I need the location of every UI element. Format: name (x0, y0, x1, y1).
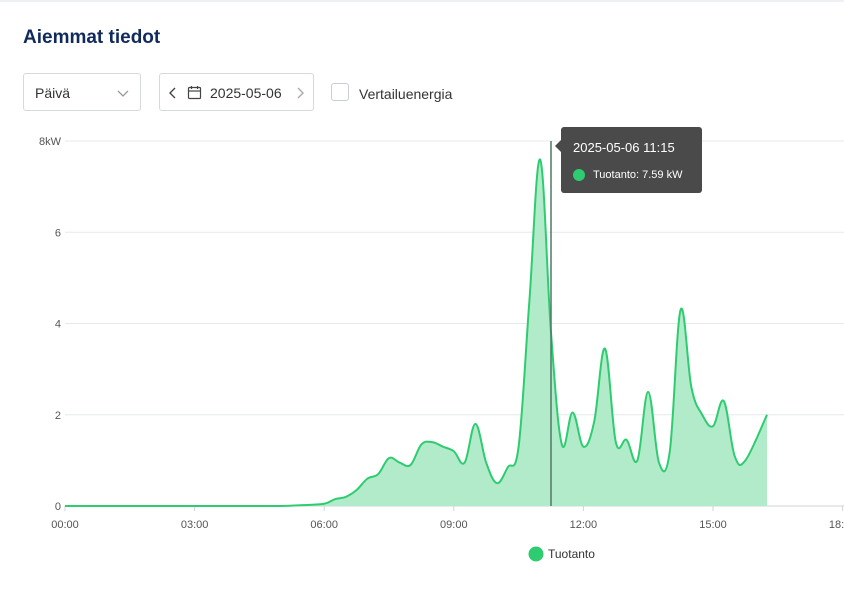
legend-label-tuotanto: Tuotanto (548, 547, 595, 561)
production-line (65, 158, 768, 507)
date-picker[interactable]: 2025-05-06 (159, 73, 314, 111)
compare-checkbox-label: Vertailuenergia (359, 86, 453, 102)
compare-checkbox[interactable] (331, 83, 349, 101)
x-tick-label: 06:00 (310, 519, 338, 531)
x-tick-label: 03:00 (181, 519, 209, 531)
page-title: Aiemmat tiedot (23, 27, 161, 48)
y-tick-label: 2 (55, 410, 61, 422)
date-value: 2025-05-06 (210, 85, 282, 101)
x-tick-label: 09:00 (440, 519, 468, 531)
y-tick-label: 8kW (39, 136, 62, 148)
y-tick-label: 4 (55, 319, 61, 331)
y-tick-label: 0 (55, 501, 61, 513)
tooltip-value: Tuotanto: 7.59 kW (593, 169, 683, 181)
chevron-right-icon[interactable] (294, 86, 306, 100)
top-divider (0, 0, 844, 2)
x-tick-label: 00:00 (51, 519, 79, 531)
period-select[interactable]: Päivä (23, 73, 141, 111)
tooltip-series-dot (573, 169, 585, 181)
tooltip-arrow (555, 140, 561, 152)
x-tick-label: 18:00 (829, 519, 844, 531)
chevron-left-icon[interactable] (167, 86, 179, 100)
x-tick-label: 12:00 (570, 519, 598, 531)
production-area (65, 159, 767, 506)
chart-tooltip: 2025-05-06 11:15 Tuotanto: 7.59 kW (555, 127, 702, 193)
chevron-down-icon (117, 90, 129, 97)
legend-marker-tuotanto (528, 546, 544, 562)
tooltip-title: 2025-05-06 11:15 (573, 140, 675, 155)
x-tick-label: 15:00 (699, 519, 727, 531)
period-select-value: Päivä (35, 85, 71, 101)
y-tick-label: 6 (55, 227, 61, 239)
calendar-icon (187, 86, 202, 100)
